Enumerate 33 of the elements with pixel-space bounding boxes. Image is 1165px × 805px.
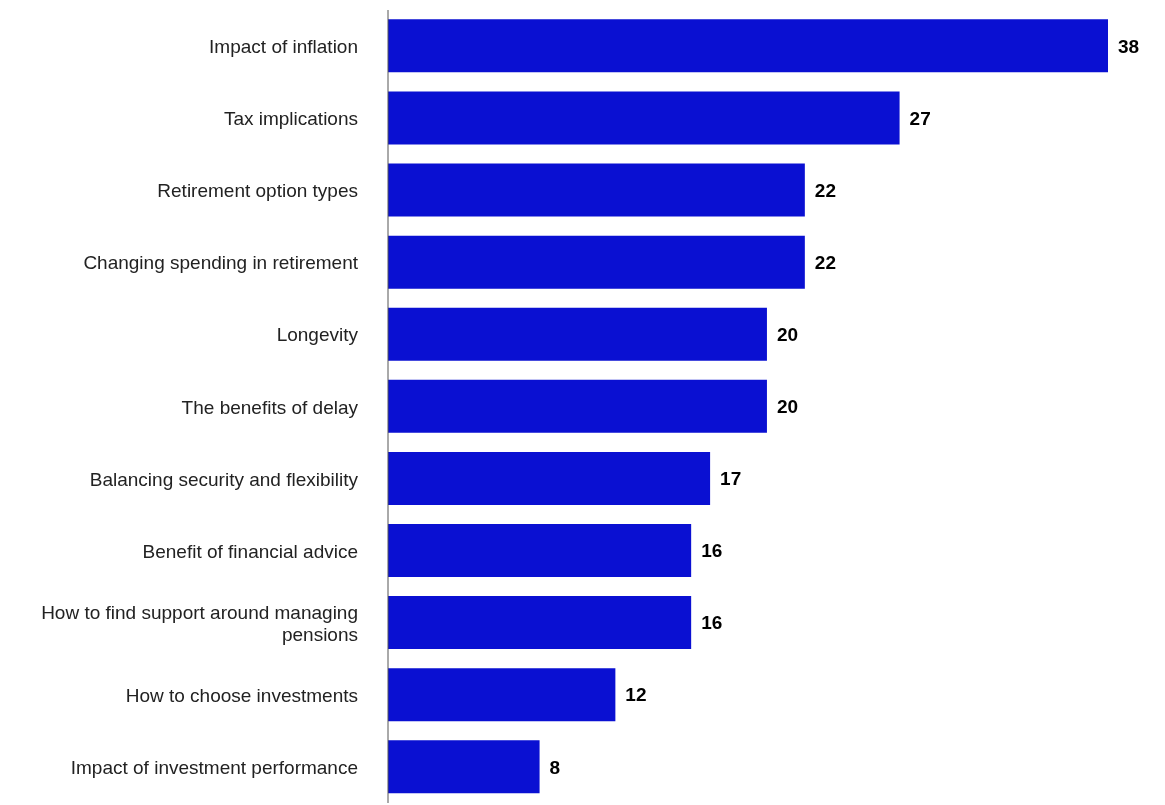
y-tick-label: How to choose investments <box>125 684 358 706</box>
y-tick-label: Longevity <box>276 323 359 345</box>
y-tick-label: Changing spending in retirement <box>83 251 359 273</box>
bar <box>388 596 692 650</box>
bar <box>388 379 767 433</box>
data-label: 16 <box>701 540 723 562</box>
y-tick-label: Impact of inflation <box>209 35 358 57</box>
data-label: 20 <box>776 396 799 418</box>
y-tick-label: Retirement option types <box>157 179 358 201</box>
y-tick-label: Impact of investment performance <box>70 756 358 778</box>
y-tick-label: Balancing security and flexibility <box>89 468 359 490</box>
data-label: 22 <box>814 179 836 201</box>
bar <box>388 91 900 145</box>
bar <box>388 451 711 505</box>
y-tick-label: Tax implications <box>223 107 358 129</box>
y-tick-label: How to find support around managing pensions <box>41 601 358 645</box>
bar <box>388 307 767 361</box>
data-label: 22 <box>814 251 836 273</box>
data-label: 8 <box>549 756 561 778</box>
data-label: 20 <box>776 323 799 345</box>
bar <box>388 740 540 794</box>
y-tick-label: Benefit of financial advice <box>142 540 358 562</box>
data-label: 16 <box>701 612 723 634</box>
bar <box>388 524 692 578</box>
bar <box>388 163 805 217</box>
data-label: 38 <box>1118 35 1140 57</box>
data-label: 17 <box>720 468 742 490</box>
bar <box>388 19 1108 73</box>
data-label: 27 <box>909 107 931 129</box>
y-tick-label: The benefits of delay <box>181 396 359 417</box>
bar <box>388 235 805 289</box>
data-label: 12 <box>625 684 647 706</box>
bar <box>388 668 616 722</box>
